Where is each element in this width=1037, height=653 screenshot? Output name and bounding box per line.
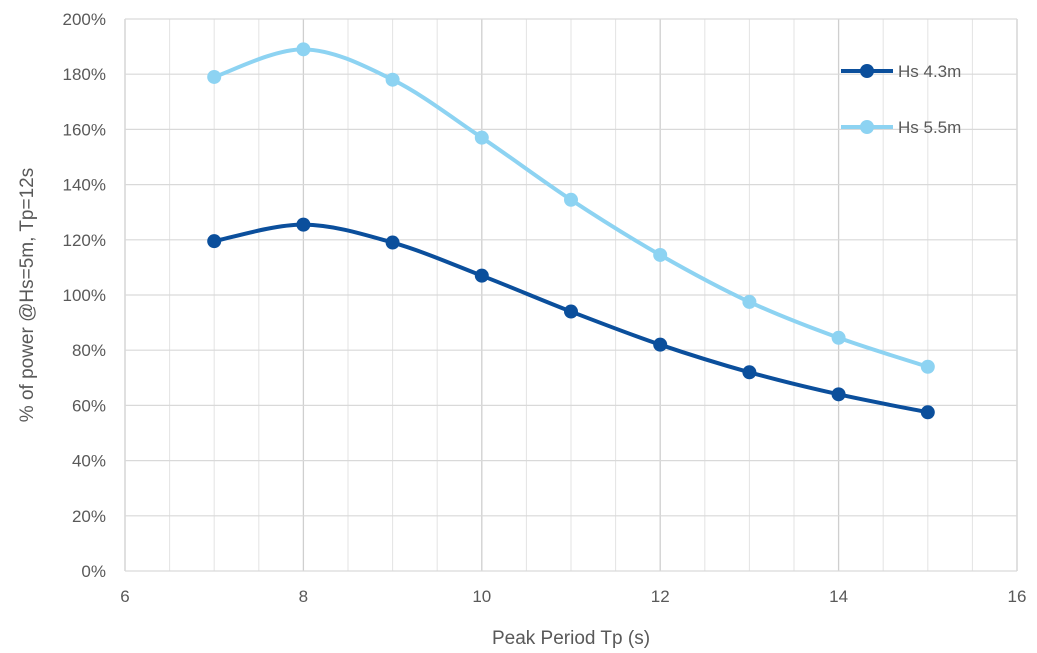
x-tick-label: 6 [120,587,129,606]
legend: Hs 4.3m Hs 5.5m [841,62,961,137]
data-point [474,130,489,145]
data-point [920,405,935,420]
x-tick-label: 8 [299,587,308,606]
x-tick-label: 14 [829,587,848,606]
y-tick-label: 40% [72,452,106,471]
data-point [742,294,757,309]
data-point [474,268,489,283]
data-point [653,247,668,262]
series [207,42,935,420]
data-point [564,304,578,319]
data-point [831,387,846,402]
data-point [207,234,222,249]
data-point [742,365,757,380]
data-point [564,192,578,207]
data-point [385,235,400,250]
data-point [920,359,935,374]
data-point [653,337,668,352]
grid [124,18,1018,572]
legend-item-2: Hs 5.5m [841,118,961,137]
data-point [296,42,311,57]
series-1 [207,217,935,420]
axes: 6 8 10 12 14 160%20%40%60%80%100%120%140%160%… [63,10,1027,606]
data-point [296,217,311,232]
y-tick-label: 200% [63,10,106,29]
legend-item-1: Hs 4.3m [841,62,961,81]
x-axis-title: Peak Period Tp (s) [492,628,650,649]
y-tick-label: 120% [63,231,106,250]
x-tick-label: 16 [1008,587,1027,606]
y-tick-label: 60% [72,396,106,415]
x-tick-label: 10 [472,587,491,606]
y-tick-label: 0% [81,562,106,581]
series-2 [207,42,935,374]
legend-label: Hs 4.3m [898,62,961,81]
y-tick-label: 160% [63,120,106,139]
y-axis-title: % of power @Hs=5m, Tp=12s [17,168,38,422]
data-point [207,69,222,84]
legend-marker [860,64,874,78]
data-point [831,330,846,345]
legend-marker [860,120,874,134]
x-tick-label: 12 [651,587,670,606]
y-tick-label: 100% [63,286,106,305]
y-tick-label: 180% [63,65,106,84]
data-point [385,72,400,87]
y-tick-label: 80% [72,341,106,360]
y-tick-label: 20% [72,507,106,526]
legend-label: Hs 5.5m [898,118,961,137]
y-tick-label: 140% [63,176,106,195]
